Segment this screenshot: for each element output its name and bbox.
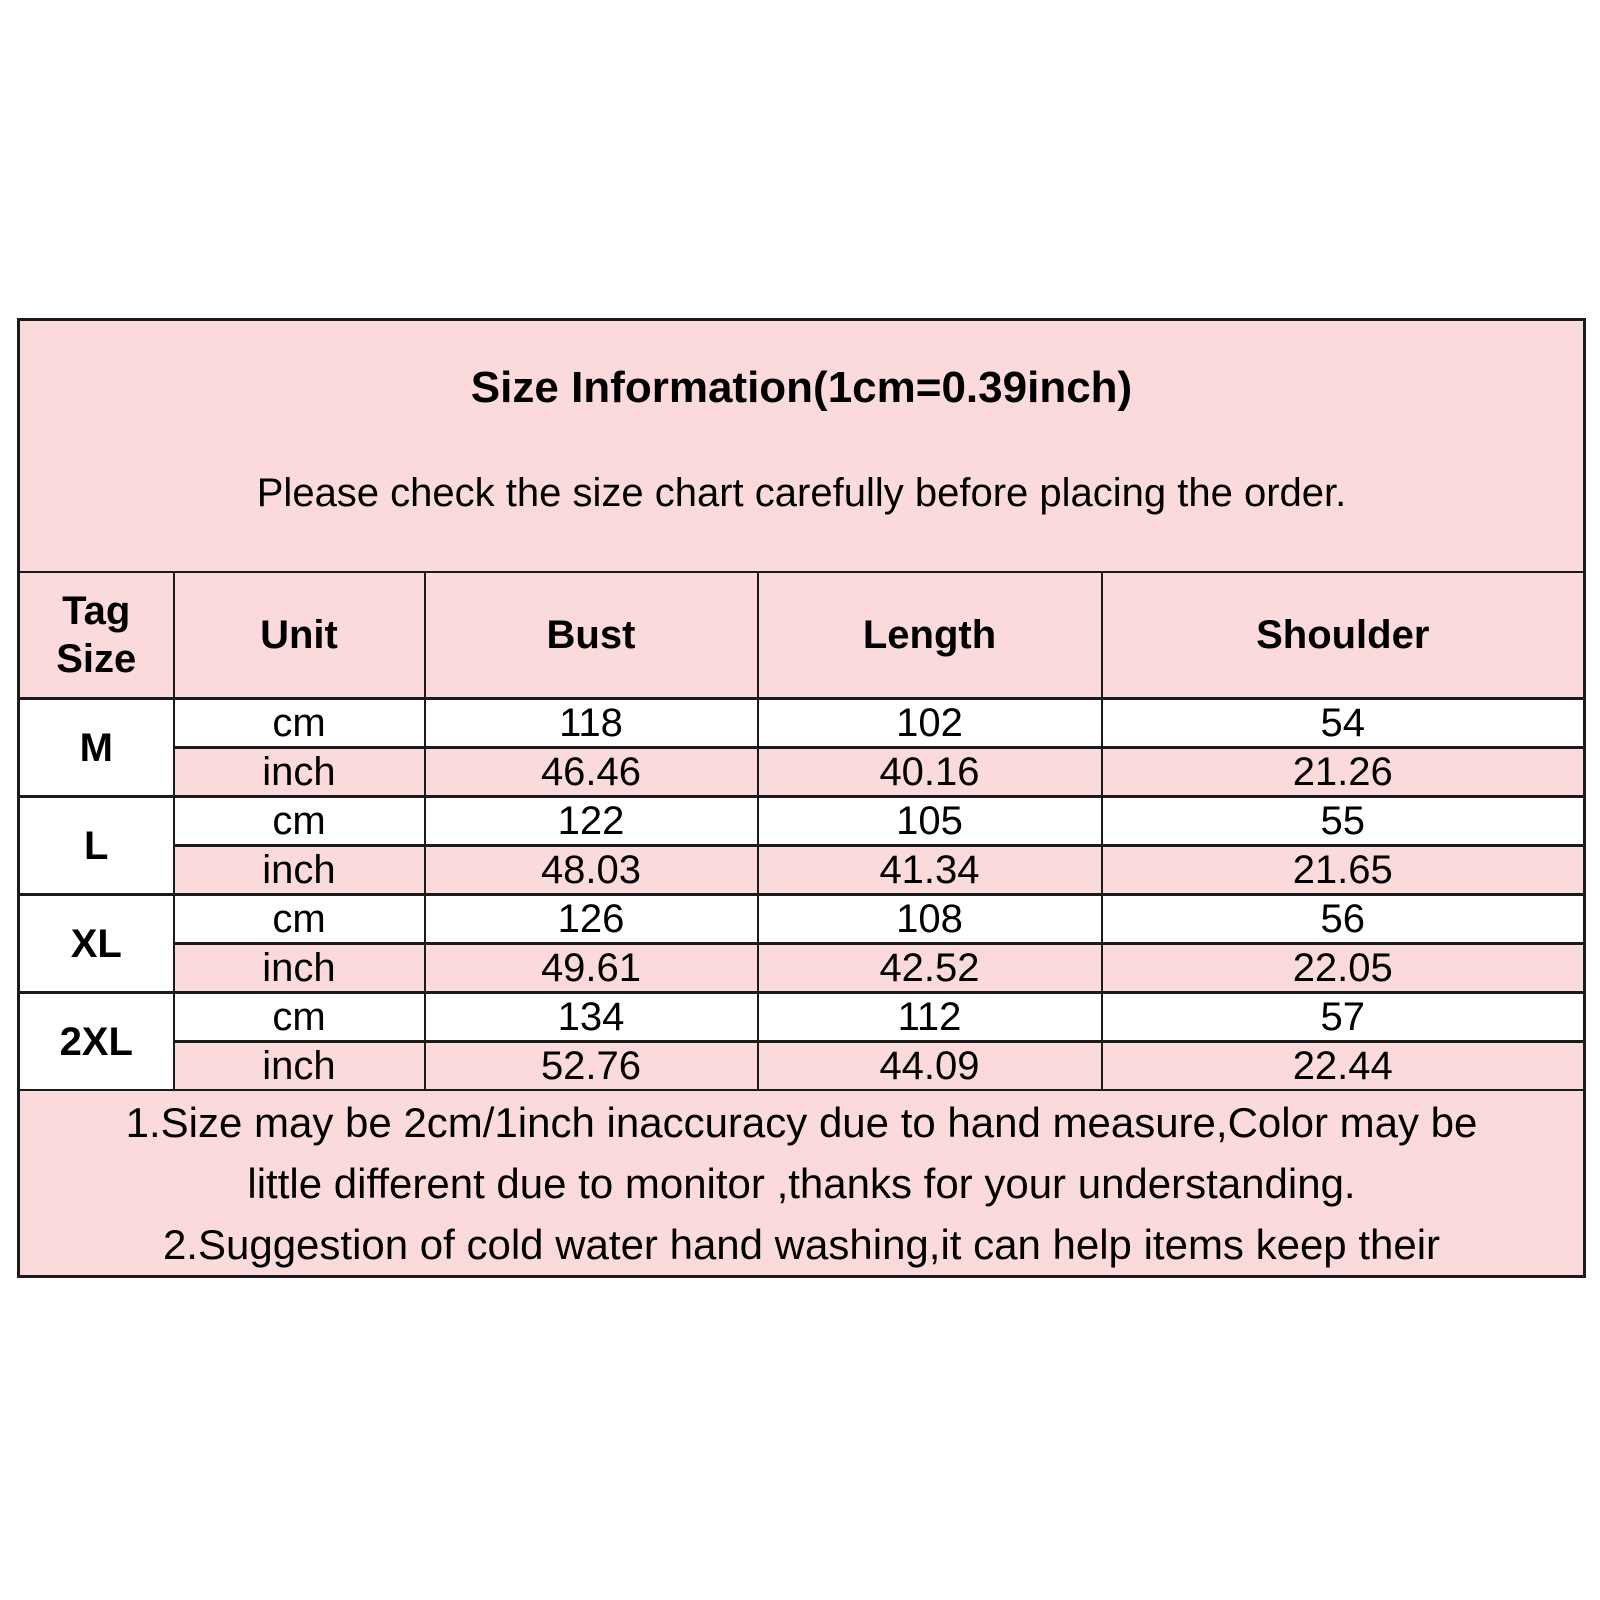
bust-value: 126 (423, 893, 759, 945)
bust-value: 134 (423, 991, 759, 1043)
shoulder-value: 54 (1100, 697, 1586, 749)
intro-cell: Size Information(1cm=0.39inch) Please ch… (17, 318, 1586, 573)
length-value: 41.34 (756, 844, 1103, 896)
shoulder-value: 21.65 (1100, 844, 1586, 896)
shoulder-value: 56 (1100, 893, 1586, 945)
unit-label: cm (172, 795, 426, 847)
note-line-1: 1.Size may be 2cm/1inch inaccuracy due t… (125, 1098, 1478, 1146)
length-value: 40.16 (756, 746, 1103, 798)
shoulder-value: 55 (1100, 795, 1586, 847)
table-row: 2XL cm 134 112 57 (17, 991, 1586, 1091)
unit-label: cm (172, 697, 426, 749)
unit-label: inch (172, 746, 426, 798)
tag-size-m: M (17, 697, 175, 798)
table-row: inch 48.03 41.34 21.65 (19, 844, 1586, 896)
bust-value: 49.61 (423, 942, 759, 994)
unit-label: cm (172, 893, 426, 945)
table-row: XL cm 126 108 56 (17, 893, 1586, 994)
bust-value: 46.46 (423, 746, 759, 798)
size-info-subtitle: Please check the size chart carefully be… (256, 470, 1347, 515)
note-line-2: little different due to monitor ,thanks … (247, 1159, 1356, 1207)
tag-size-xl: XL (17, 893, 175, 994)
shoulder-value: 57 (1100, 991, 1586, 1043)
bust-value: 118 (423, 697, 759, 749)
table-header-row: Tag Size Unit Bust Length Shoulder (17, 571, 1586, 700)
unit-label: inch (172, 942, 426, 994)
size-table: Size Information(1cm=0.39inch) Please ch… (17, 318, 1586, 1278)
table-row: inch 46.46 40.16 21.26 (19, 746, 1586, 798)
table-row: inch 49.61 42.52 22.05 (19, 942, 1586, 994)
shoulder-value: 22.05 (1100, 942, 1586, 994)
table-row: M cm 118 102 54 (17, 697, 1586, 798)
length-value: 102 (756, 697, 1103, 749)
tag-size-l: L (17, 795, 175, 896)
unit-label: cm (172, 991, 426, 1043)
length-value: 44.09 (756, 1040, 1103, 1091)
unit-label: inch (172, 1040, 426, 1091)
header-unit: Unit (172, 571, 426, 700)
length-value: 42.52 (756, 942, 1103, 994)
intro-row: Size Information(1cm=0.39inch) Please ch… (17, 318, 1586, 573)
shoulder-value: 22.44 (1100, 1040, 1586, 1091)
shoulder-value: 21.26 (1100, 746, 1586, 798)
notes-cell: 1.Size may be 2cm/1inch inaccuracy due t… (17, 1089, 1586, 1278)
tag-size-2xl: 2XL (17, 991, 175, 1091)
table-row: inch 52.76 44.09 22.44 (19, 1040, 1586, 1091)
unit-label: inch (172, 844, 426, 896)
length-value: 108 (756, 893, 1103, 945)
notes-row: 1.Size may be 2cm/1inch inaccuracy due t… (17, 1089, 1586, 1278)
note-line-3: 2.Suggestion of cold water hand washing,… (162, 1220, 1441, 1268)
length-value: 105 (756, 795, 1103, 847)
bust-value: 122 (423, 795, 759, 847)
bust-value: 52.76 (423, 1040, 759, 1091)
header-tag-size: Tag Size (17, 571, 175, 700)
bust-value: 48.03 (423, 844, 759, 896)
size-info-title: Size Information(1cm=0.39inch) (470, 362, 1133, 412)
header-length: Length (756, 571, 1103, 700)
header-shoulder: Shoulder (1100, 571, 1586, 700)
length-value: 112 (756, 991, 1103, 1043)
header-bust: Bust (423, 571, 759, 700)
table-row: L cm 122 105 55 (17, 795, 1586, 896)
